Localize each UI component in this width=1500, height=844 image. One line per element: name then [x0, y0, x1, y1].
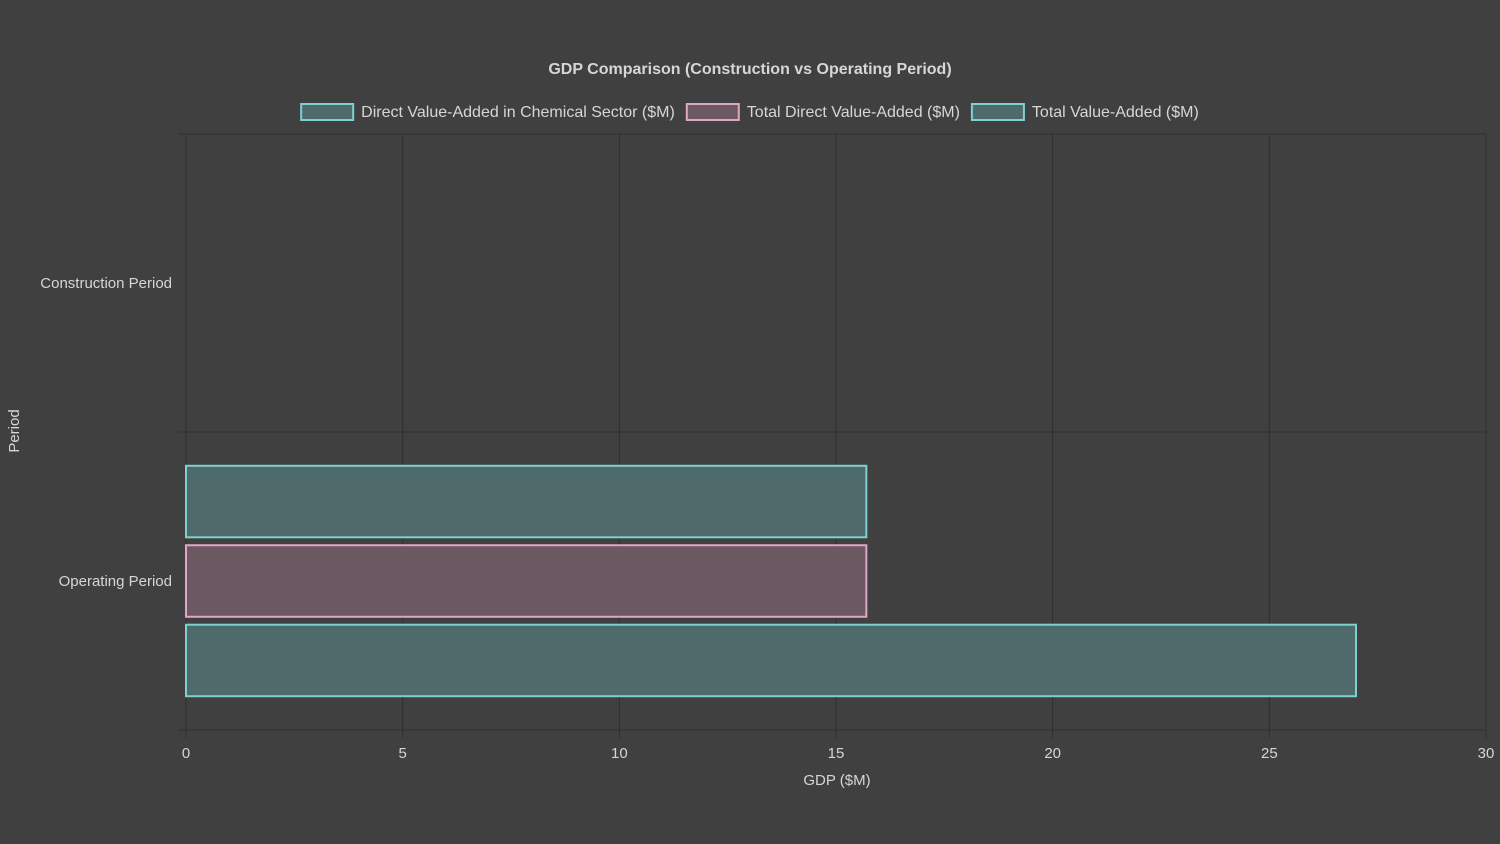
y-tick-label: Construction Period: [40, 275, 172, 292]
legend-item[interactable]: Direct Value-Added in Chemical Sector ($…: [300, 103, 675, 121]
legend-label: Total Value-Added ($M): [1032, 104, 1199, 121]
grid: [178, 133, 1487, 738]
x-tick-label: 5: [398, 745, 406, 762]
x-tick-label: 20: [1044, 745, 1061, 762]
legend-swatch: [685, 103, 740, 121]
bar-series-2-2: [185, 544, 868, 618]
legend-label: Total Direct Value-Added ($M): [747, 104, 960, 121]
legend-swatch: [300, 103, 355, 121]
y-axis-title: Period: [6, 409, 23, 452]
bar-series-1-2: [185, 464, 868, 539]
chart-title: GDP Comparison (Construction vs Operatin…: [548, 61, 951, 78]
x-tick-label: 15: [828, 745, 845, 762]
legend-swatch: [970, 103, 1025, 121]
bar-series-3-2: [185, 623, 1357, 698]
x-tick-label: 30: [1478, 745, 1495, 762]
legend: Direct Value-Added in Chemical Sector ($…: [300, 103, 1199, 121]
x-tick-label: 0: [182, 745, 190, 762]
x-tick-label: 25: [1261, 745, 1278, 762]
x-axis-title: GDP ($M): [803, 772, 870, 789]
y-tick-label: Operating Period: [59, 573, 172, 590]
x-axis-ticks: 0 5 10 15 20 25 30: [182, 745, 1495, 762]
y-axis-ticks: Construction Period Operating Period: [40, 275, 172, 590]
legend-item[interactable]: Total Value-Added ($M): [970, 103, 1199, 121]
legend-item[interactable]: Total Direct Value-Added ($M): [685, 103, 960, 121]
bars: [185, 464, 1357, 698]
x-tick-label: 10: [611, 745, 628, 762]
legend-label: Direct Value-Added in Chemical Sector ($…: [361, 104, 675, 121]
